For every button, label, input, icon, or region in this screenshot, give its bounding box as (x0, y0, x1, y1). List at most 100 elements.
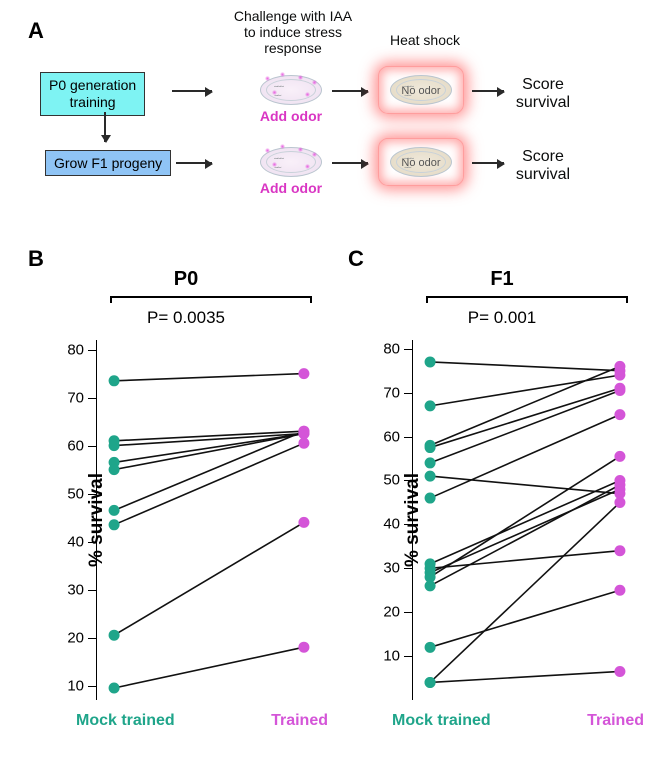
y-tick (404, 393, 412, 394)
odor-dots-icon (260, 72, 322, 104)
xlabel-trained: Trained (587, 712, 644, 730)
pair-line (114, 443, 304, 525)
arrow-icon (472, 90, 504, 92)
chart-f1: F1 P= 0.001 % survival Mock trained Trai… (356, 268, 648, 736)
chart-p0-pval: P= 0.0035 (40, 308, 332, 328)
pair-line (430, 388, 620, 447)
point-mock (425, 471, 436, 482)
point-trained (614, 497, 625, 508)
y-tick-label: 30 (372, 560, 400, 577)
panel-a-label: A (28, 18, 44, 44)
pair-line (430, 362, 620, 371)
y-tick-label: 30 (56, 581, 84, 598)
panel-a-schematic: Challenge with IAAto induce stressrespon… (60, 20, 640, 220)
caption-no-odor-2: No odor (390, 157, 452, 170)
pair-line (430, 485, 620, 586)
point-mock (109, 375, 120, 386)
point-trained (298, 642, 309, 653)
point-trained (614, 451, 625, 462)
arrow-icon (172, 90, 212, 92)
y-tick (404, 568, 412, 569)
point-mock (425, 457, 436, 468)
point-mock (109, 683, 120, 694)
y-tick-label: 10 (56, 677, 84, 694)
y-tick (404, 480, 412, 481)
y-tick (88, 542, 96, 543)
point-trained (298, 426, 309, 437)
y-tick-label: 70 (372, 384, 400, 401)
y-tick (88, 590, 96, 591)
point-mock (425, 356, 436, 367)
chart-p0-svg (96, 340, 322, 700)
y-tick (404, 524, 412, 525)
xlabel-mock: Mock trained (392, 712, 491, 730)
y-tick (88, 350, 96, 351)
y-tick (404, 656, 412, 657)
point-trained (614, 545, 625, 556)
point-mock (109, 505, 120, 516)
pair-line (430, 590, 620, 647)
point-trained (614, 585, 625, 596)
point-trained (614, 409, 625, 420)
y-tick (404, 437, 412, 438)
y-tick (88, 638, 96, 639)
point-mock (425, 580, 436, 591)
worms-icon: ~ ~ ~~ ~ (274, 82, 283, 100)
y-tick-label: 70 (56, 389, 84, 406)
point-mock (425, 642, 436, 653)
schematic-header-iaa: Challenge with IAAto induce stressrespon… (228, 8, 358, 56)
point-trained (298, 368, 309, 379)
point-mock (109, 519, 120, 530)
chart-p0: P0 P= 0.0035 % survival Mock trained Tra… (40, 268, 332, 736)
y-tick-label: 20 (372, 604, 400, 621)
y-tick-label: 80 (56, 341, 84, 358)
y-tick-label: 50 (56, 485, 84, 502)
y-tick (404, 349, 412, 350)
caption-score-1: Scoresurvival (508, 76, 578, 113)
chart-f1-pval: P= 0.001 (356, 308, 648, 328)
arrow-down-icon (104, 112, 106, 142)
worms-icon: ~ ~ ~~ ~ (274, 154, 283, 172)
point-mock (425, 400, 436, 411)
y-tick (88, 686, 96, 687)
caption-add-odor-1: Add odor (252, 108, 330, 124)
chart-p0-title: P0 (40, 268, 332, 291)
pair-line (114, 374, 304, 381)
arrow-icon (176, 162, 212, 164)
arrow-icon (472, 162, 504, 164)
xlabel-trained: Trained (271, 712, 328, 730)
point-trained (614, 666, 625, 677)
pair-line (114, 647, 304, 688)
y-tick-label: 20 (56, 629, 84, 646)
xlabel-mock: Mock trained (76, 712, 175, 730)
point-trained (298, 438, 309, 449)
y-tick-label: 40 (372, 516, 400, 533)
point-mock (109, 440, 120, 451)
chart-f1-title: F1 (356, 268, 648, 291)
point-trained (614, 479, 625, 490)
point-mock (425, 442, 436, 453)
y-tick (88, 446, 96, 447)
point-trained (614, 385, 625, 396)
y-tick (88, 398, 96, 399)
arrow-icon (332, 162, 368, 164)
schematic-header-heatshock: Heat shock (380, 32, 470, 48)
y-tick-label: 50 (372, 472, 400, 489)
y-tick (88, 494, 96, 495)
pair-line (430, 480, 620, 563)
y-tick-label: 60 (372, 428, 400, 445)
y-tick-label: 10 (372, 648, 400, 665)
y-tick (404, 612, 412, 613)
point-mock (109, 630, 120, 641)
odor-dots-icon (260, 144, 322, 176)
point-mock (109, 464, 120, 475)
chart-p0-plot: % survival Mock trained Trained 10203040… (96, 340, 322, 700)
pair-line (114, 522, 304, 635)
chart-f1-plot: % survival Mock trained Trained 10203040… (412, 340, 638, 700)
pair-line (430, 366, 620, 445)
box-p0: P0 generationtraining (40, 72, 145, 116)
y-tick-label: 40 (56, 533, 84, 550)
pair-line (430, 671, 620, 682)
pair-line (430, 502, 620, 682)
caption-no-odor-1: No odor (390, 85, 452, 98)
